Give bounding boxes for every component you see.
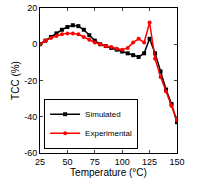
svg-text:75: 75 [90,157,100,167]
svg-text:25: 25 [35,157,45,167]
svg-text:Temperature (°C): Temperature (°C) [70,167,147,178]
svg-text:0: 0 [32,39,37,49]
svg-text:50: 50 [62,157,72,167]
svg-text:-20: -20 [24,76,37,86]
svg-text:100: 100 [115,157,130,167]
svg-text:-40: -40 [24,112,37,122]
svg-text:150: 150 [169,157,184,167]
svg-text:20: 20 [27,3,37,13]
svg-text:TCC (%): TCC (%) [10,61,21,100]
svg-text:Experimental: Experimental [85,129,132,138]
svg-text:125: 125 [142,157,157,167]
svg-text:Simulated: Simulated [85,110,121,119]
svg-text:-60: -60 [24,148,37,158]
